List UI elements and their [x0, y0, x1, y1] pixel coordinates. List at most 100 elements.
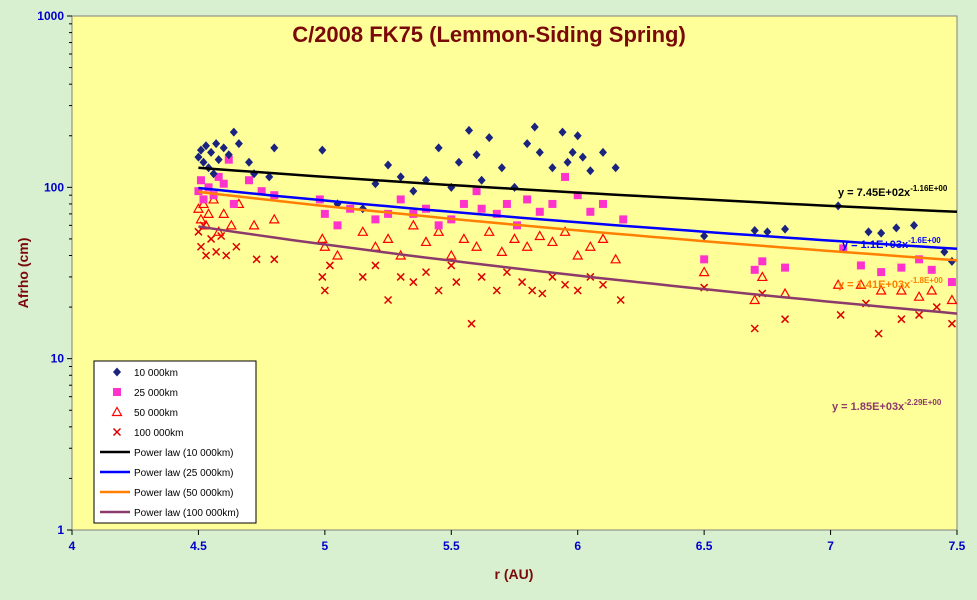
- data-point: [584, 241, 596, 251]
- x-tick-label: 4.5: [190, 539, 207, 553]
- data-point: [472, 150, 481, 160]
- data-point: [207, 147, 216, 157]
- data-point: [856, 261, 865, 270]
- data-point: [458, 233, 470, 244]
- data-point: [472, 187, 481, 196]
- data-point: [492, 209, 501, 218]
- data-point: [534, 230, 546, 241]
- data-point: [245, 176, 253, 185]
- data-point: [492, 286, 501, 295]
- data-point: [421, 268, 431, 277]
- legend-symbol: [113, 388, 121, 396]
- data-point: [396, 172, 405, 182]
- data-point: [420, 236, 432, 247]
- y-tick-label: 1: [57, 523, 64, 537]
- data-point: [897, 263, 906, 272]
- axes: 4 4.5 5 5.5 6 6.5 7 7.5 1 10 100 1000: [37, 9, 965, 553]
- data-point: [530, 122, 539, 132]
- data-point: [496, 246, 508, 256]
- data-point: [318, 145, 327, 155]
- data-point: [855, 279, 867, 289]
- data-point: [331, 249, 344, 260]
- x-tick-label: 5: [322, 539, 329, 553]
- legend-label: Power law (100 000km): [134, 508, 239, 519]
- x-axis-label: r (AU): [495, 566, 534, 582]
- data-point: [546, 236, 558, 247]
- data-point: [319, 241, 331, 251]
- data-point: [333, 221, 342, 230]
- data-point: [371, 261, 380, 270]
- data-point: [194, 187, 203, 196]
- data-point: [572, 249, 584, 260]
- equation-exponent: -2.29E+00: [904, 398, 942, 407]
- data-point: [434, 286, 443, 295]
- data-point: [265, 172, 274, 182]
- data-point: [222, 251, 231, 260]
- data-point: [325, 261, 334, 270]
- data-point: [217, 231, 226, 241]
- data-point: [781, 224, 790, 234]
- data-point: [196, 242, 205, 251]
- equation-exponent: -1.16E+00: [910, 184, 948, 193]
- trendline-equation: y = 1.41E+03x-1.8E+00: [838, 276, 943, 291]
- data-point: [245, 157, 253, 167]
- data-point: [940, 247, 949, 257]
- data-point: [836, 310, 845, 319]
- data-point: [598, 280, 608, 289]
- data-point: [270, 255, 279, 264]
- data-point: [409, 186, 418, 196]
- data-point: [396, 195, 405, 204]
- data-point: [756, 271, 768, 282]
- data-point: [559, 226, 571, 236]
- data-point: [558, 127, 567, 137]
- data-point: [320, 209, 329, 218]
- data-point: [599, 199, 607, 208]
- data-point: [763, 227, 772, 237]
- data-point: [758, 257, 767, 266]
- data-point: [203, 208, 215, 218]
- data-point: [781, 263, 790, 272]
- data-point: [877, 268, 886, 277]
- data-point: [518, 278, 527, 287]
- data-point: [207, 234, 216, 243]
- y-tick-label: 100: [44, 180, 64, 194]
- data-point: [199, 195, 208, 204]
- data-point: [895, 284, 907, 295]
- data-point: [502, 199, 511, 208]
- data-point: [434, 221, 443, 230]
- data-point: [433, 226, 445, 236]
- data-point: [477, 175, 486, 185]
- trendline: [198, 225, 958, 315]
- data-point: [910, 220, 919, 230]
- y-axis-label: Afrho (cm): [15, 238, 31, 309]
- data-point: [213, 226, 225, 236]
- chart-title: C/2008 FK75 (Lemmon-Siding Spring): [292, 22, 686, 47]
- data-point: [225, 219, 237, 230]
- data-point: [497, 163, 506, 173]
- data-point: [201, 251, 211, 260]
- data-point: [459, 199, 468, 208]
- data-point: [445, 249, 457, 260]
- x-tick-label: 6.5: [696, 539, 713, 553]
- data-point: [196, 176, 205, 185]
- x-tick-label: 7.5: [949, 539, 966, 553]
- data-point: [781, 315, 790, 324]
- data-point: [464, 125, 473, 135]
- data-point: [700, 255, 709, 264]
- data-point: [204, 183, 213, 192]
- data-point: [197, 198, 210, 209]
- data-point: [698, 266, 710, 277]
- legend-label: Power law (50 000km): [134, 488, 233, 499]
- y-tick-label: 10: [51, 352, 65, 366]
- trendline-equation: y = 1.1E+03x-1.6E+00: [842, 236, 941, 251]
- data-point: [523, 195, 532, 204]
- data-point: [611, 163, 620, 173]
- data-point: [214, 172, 223, 181]
- equation-exponent: -1.6E+00: [908, 236, 941, 245]
- y-tick-label: 1000: [37, 9, 64, 23]
- x-tick-label: 6: [574, 539, 581, 553]
- data-point: [839, 244, 848, 253]
- legend-label: Power law (10 000km): [134, 448, 233, 459]
- data-point: [194, 227, 203, 236]
- data-point: [915, 255, 924, 264]
